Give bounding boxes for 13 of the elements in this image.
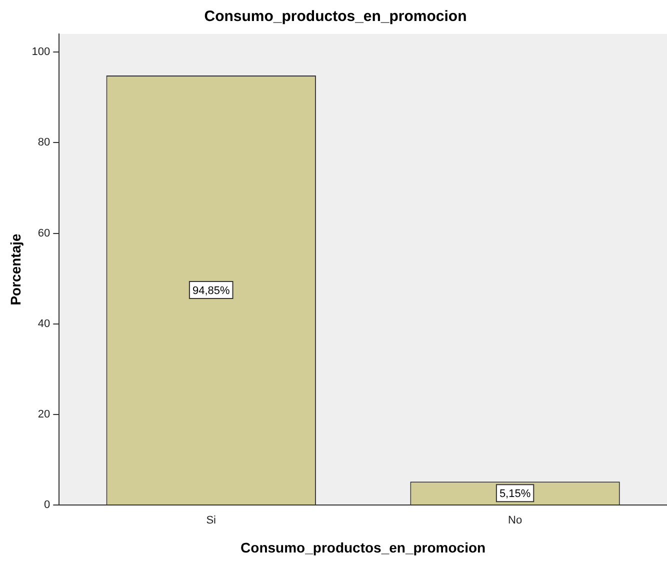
y-axis-title: Porcentaje [7, 233, 24, 306]
y-tick-label: 20 [38, 408, 50, 420]
x-tick-label: No [508, 514, 522, 527]
chart-title: Consumo_productos_en_promocion [204, 8, 467, 26]
y-tick-label: 100 [32, 46, 50, 58]
y-tick-label: 60 [38, 227, 50, 240]
x-tick-label: Si [206, 514, 216, 527]
data-label: 94,85% [192, 285, 230, 297]
y-tick-label: 40 [38, 318, 50, 330]
y-tick-label: 80 [38, 136, 50, 149]
data-label: 5,15% [499, 488, 531, 500]
y-tick-label: 0 [44, 499, 50, 512]
x-axis-title: Consumo_productos_en_promocion [240, 539, 486, 556]
